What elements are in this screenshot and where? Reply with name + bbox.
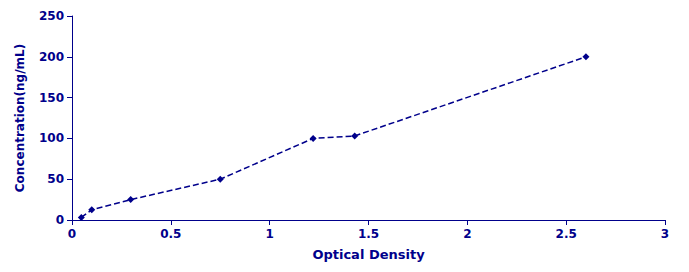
svg-text:Concentration(ng/mL): Concentration(ng/mL) [13,44,27,192]
svg-text:0: 0 [56,213,64,227]
svg-text:150: 150 [39,91,64,105]
svg-text:200: 200 [39,50,64,64]
svg-text:0: 0 [68,227,76,241]
svg-text:2.5: 2.5 [556,227,577,241]
svg-text:1.5: 1.5 [358,227,379,241]
svg-text:250: 250 [39,9,64,23]
svg-text:1: 1 [265,227,273,241]
svg-text:Optical Density: Optical Density [312,247,425,262]
svg-text:3: 3 [661,227,669,241]
svg-text:100: 100 [39,131,64,145]
svg-text:50: 50 [47,172,64,186]
svg-text:0.5: 0.5 [160,227,181,241]
svg-text:2: 2 [463,227,471,241]
